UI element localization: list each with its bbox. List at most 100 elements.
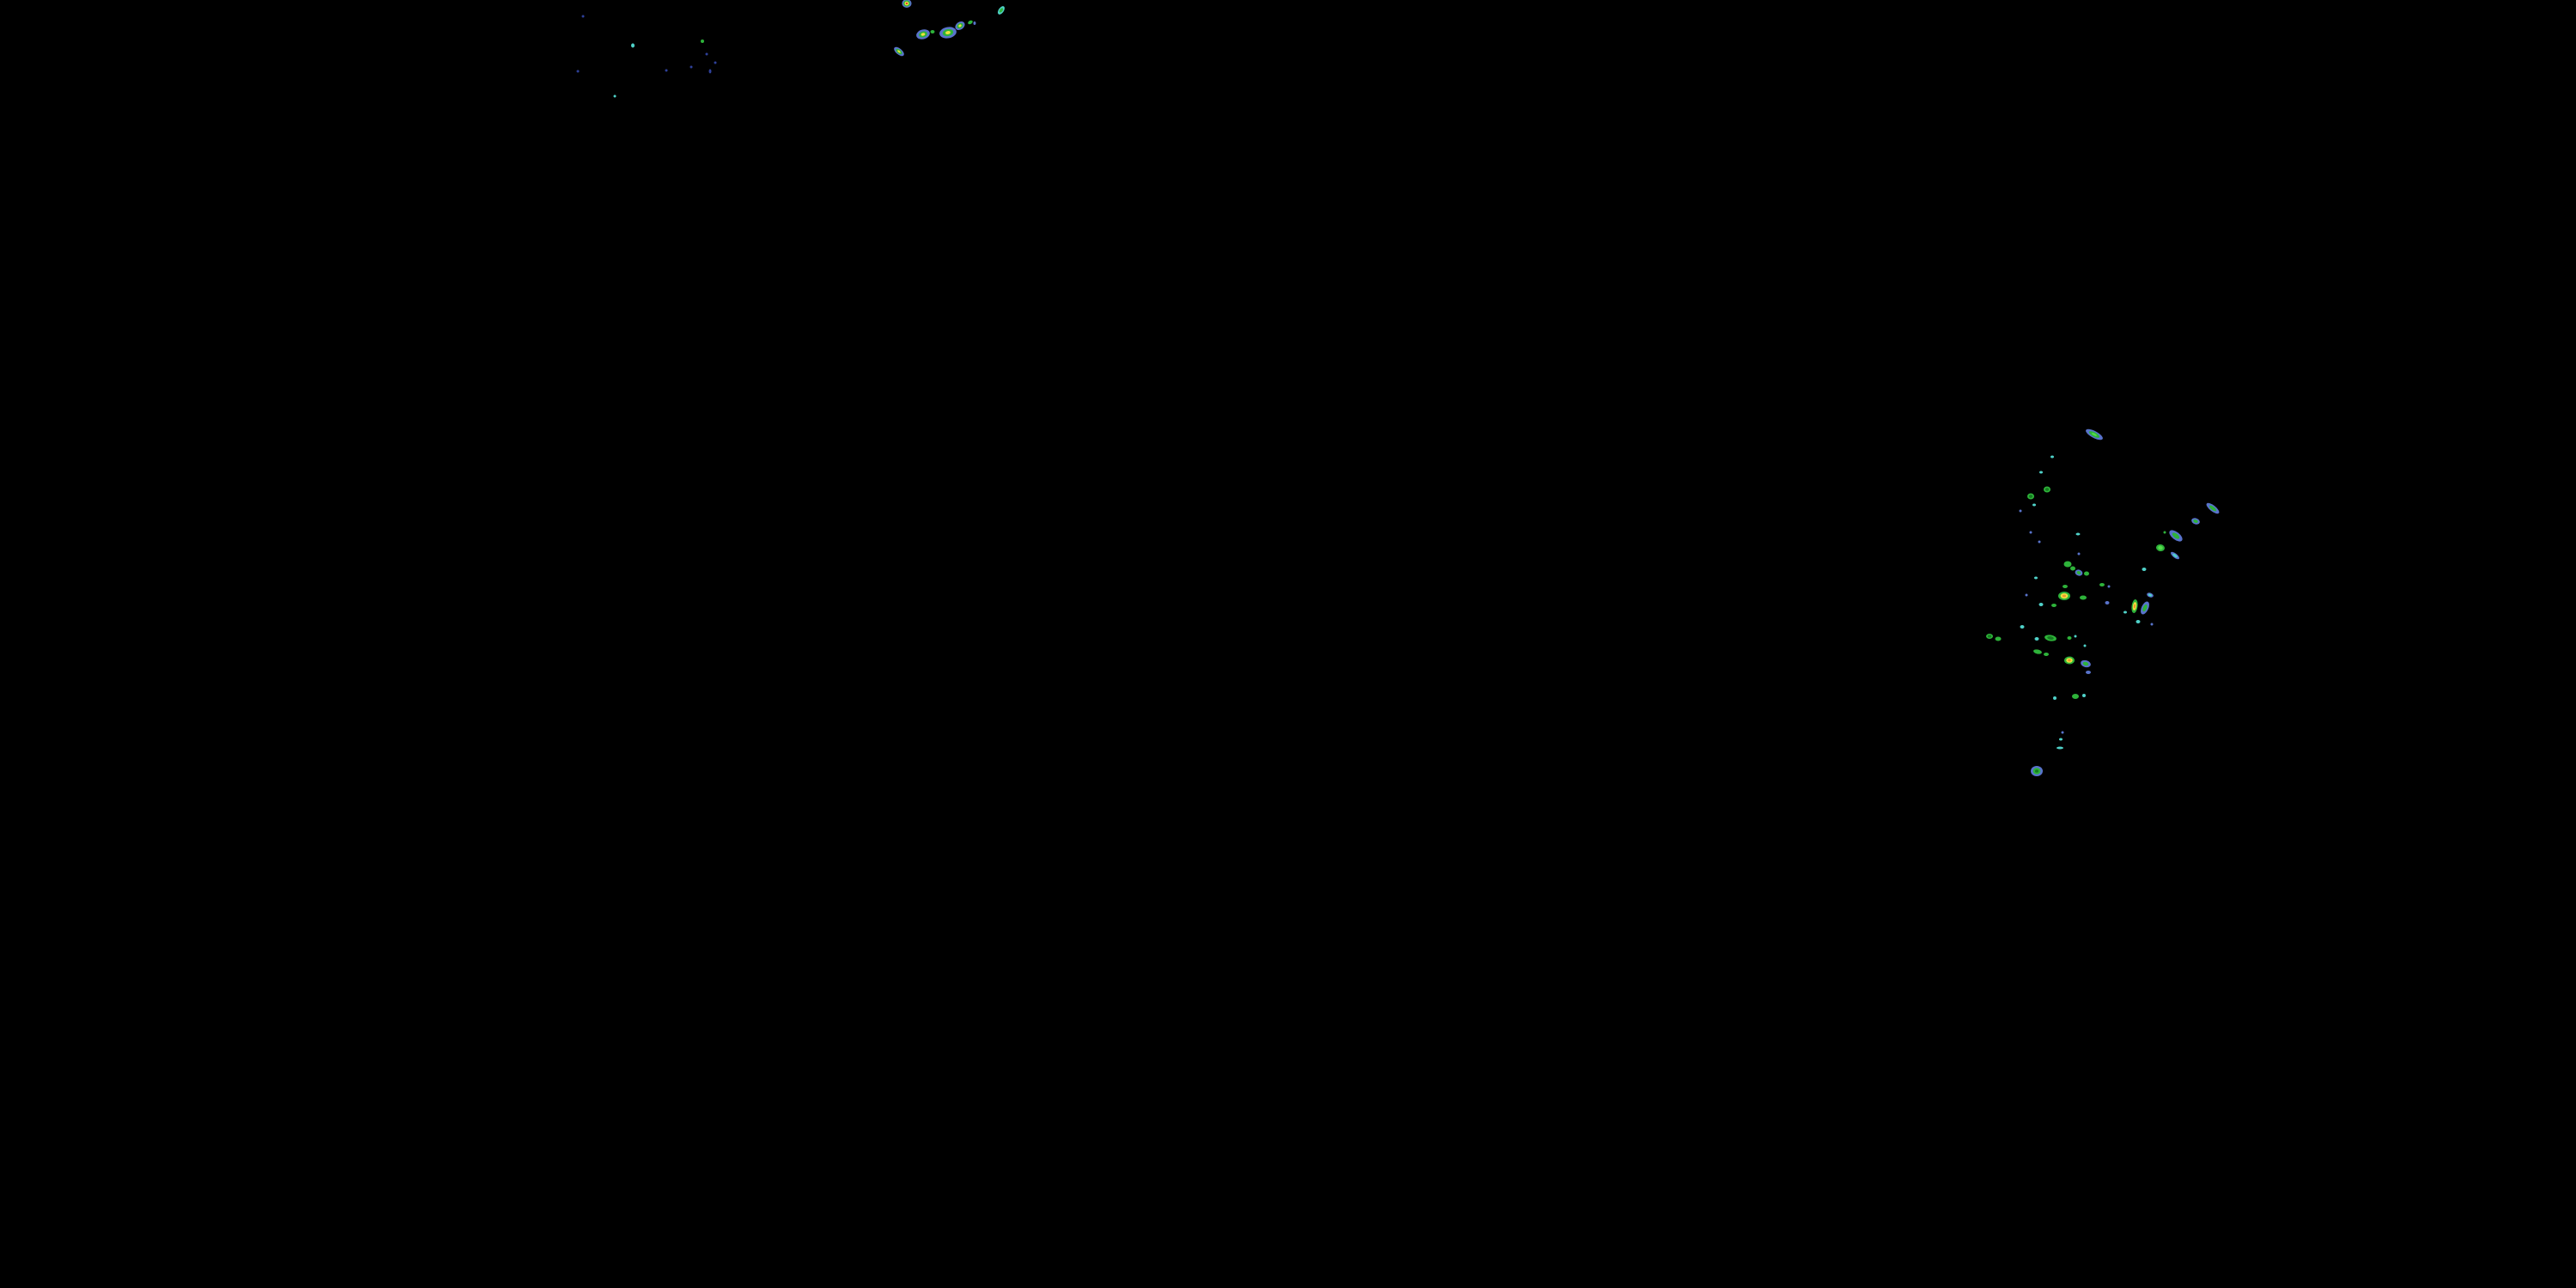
radar-cell (1995, 636, 2002, 641)
radar-cell (2077, 552, 2081, 556)
radar-cell (576, 70, 580, 73)
radar-cell-layer-blue (973, 21, 976, 25)
radar-cell (2044, 486, 2050, 493)
radar-cell (2074, 635, 2077, 638)
radar-cell-layer-green (2072, 694, 2079, 699)
radar-cell (2070, 566, 2075, 571)
radar-cell-layer-orange (2062, 594, 2067, 598)
radar-cells-group (576, 0, 2220, 776)
radar-cell (916, 29, 930, 39)
radar-cell (955, 21, 965, 31)
radar-cell-layer-cyan (2074, 635, 2077, 638)
radar-cell (2142, 568, 2147, 571)
radar-cell-layer-cyan (2082, 694, 2086, 697)
radar-cell (2058, 592, 2070, 600)
radar-cell (2169, 530, 2183, 542)
radar-cell (2191, 518, 2200, 525)
radar-cell-layer-orange (2068, 659, 2071, 662)
radar-cell (2150, 623, 2154, 626)
radar-cell-layer-green (2063, 585, 2068, 588)
radar-cell-layer-green (2084, 571, 2089, 576)
radar-cell-layer-darkgreen (2044, 488, 2050, 491)
radar-cell-layer-cyan (2057, 746, 2063, 750)
radar-cell-layer-green (2063, 561, 2072, 568)
radar-cell (2082, 694, 2086, 697)
radar-cell-layer-green (2163, 531, 2166, 534)
radar-cell (894, 46, 904, 57)
radar-cell-layer-yellow (897, 50, 901, 53)
radar-cell (2156, 544, 2165, 552)
radar-cell (2063, 585, 2068, 588)
radar-cell-layer-green (2080, 595, 2087, 600)
radar-cell-layer-green (2208, 505, 2217, 512)
radar-cell-layer-blue (2077, 552, 2081, 556)
radar-cell-layer-cyan (2032, 503, 2036, 507)
radar-cell-layer-navy (705, 52, 708, 56)
radar-cell (714, 61, 717, 64)
radar-cell-layer-cyan (2034, 576, 2038, 580)
radar-cell (2027, 493, 2034, 500)
radar-cell (2080, 595, 2087, 600)
radar-cell-layer-green (1995, 636, 2002, 641)
radar-cell-layer-cyan (2059, 738, 2063, 741)
radar-cell-layer-darkgreen (2028, 495, 2033, 498)
radar-cell (2025, 593, 2028, 597)
radar-cell-layer-green (2076, 571, 2081, 574)
radar-cell (701, 39, 704, 43)
radar-cell-layer-green (2051, 604, 2057, 607)
radar-cell-layer-cyan (2020, 625, 2025, 629)
radar-cell-layer-blue (2150, 623, 2154, 626)
radar-cell-layer-green (2193, 519, 2198, 524)
radar-cell-layer-blue (2019, 509, 2022, 513)
radar-cell (998, 6, 1005, 15)
radar-cell (2206, 502, 2220, 514)
radar-cell-layer-cyan (2053, 696, 2057, 700)
radar-cell-layer-green (999, 8, 1004, 13)
radar-cell-layer-green (930, 30, 935, 33)
radar-cell (902, 0, 912, 8)
radar-cell-layer-yellow (958, 24, 962, 27)
radar-cell-layer-green (2142, 604, 2148, 612)
radar-cell-layer-yellow (945, 31, 951, 34)
radar-cell (2131, 599, 2138, 613)
radar-cell-layer-cyan (2050, 455, 2054, 459)
radar-cell (2141, 601, 2149, 615)
radar-cell-layer-cyan (2172, 553, 2178, 558)
radar-cell-layer-darkgreen (1987, 635, 1992, 638)
radar-cell (2038, 603, 2044, 606)
radar-cell-layer-green (2033, 649, 2042, 654)
radar-cell-layer-navy (665, 69, 668, 72)
radar-cell-layer-brightgreen (2158, 545, 2163, 550)
radar-cell-layer-cyan (631, 43, 635, 48)
radar-cell-layer-cyan (2142, 568, 2147, 571)
radar-cell (939, 27, 957, 39)
radar-cell (2099, 583, 2105, 586)
radar-cell (2050, 455, 2054, 459)
radar-cell-layer-blue (2086, 671, 2091, 674)
radar-cell (2171, 551, 2179, 560)
radar-cell (2083, 644, 2087, 647)
radar-cell (2163, 531, 2166, 534)
radar-cell (2136, 620, 2141, 623)
radar-cell-layer-blue (2107, 585, 2111, 588)
radar-cell (631, 43, 635, 48)
radar-cell (2063, 561, 2072, 568)
radar-cell (2020, 625, 2025, 629)
radar-cell-layer-navy (708, 69, 712, 74)
radar-cell-layer-red (905, 2, 908, 5)
radar-cell (2038, 540, 2041, 544)
radar-cell (581, 15, 585, 18)
radar-cell-layer-green (2099, 583, 2105, 586)
radar-cell (2067, 636, 2072, 640)
radar-cell-layer-cyan (2038, 603, 2044, 606)
radar-cell (613, 94, 617, 98)
radar-cell-layer-blue (2038, 540, 2041, 544)
radar-cell-layer-blue (2105, 601, 2110, 605)
radar-cell (2084, 571, 2089, 576)
radar-cell-layer-cyan (2136, 620, 2141, 623)
radar-cell-layer-cyan (2148, 593, 2153, 597)
radar-cell-layer-green (2172, 532, 2180, 539)
radar-cell (708, 69, 712, 74)
radar-cell (2019, 509, 2022, 513)
